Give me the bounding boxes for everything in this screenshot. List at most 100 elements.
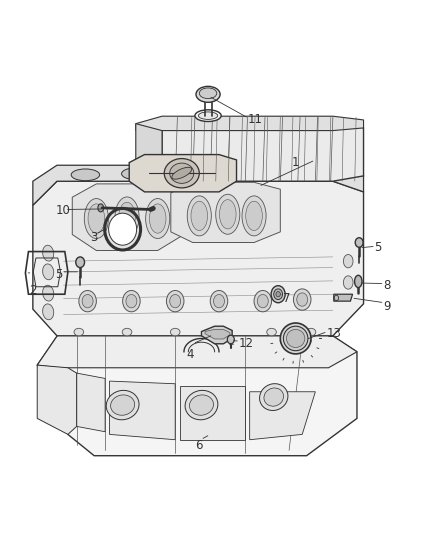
Polygon shape	[334, 294, 353, 301]
Text: 9: 9	[383, 300, 391, 313]
Ellipse shape	[274, 289, 283, 300]
Ellipse shape	[191, 201, 208, 231]
Ellipse shape	[227, 168, 255, 180]
Ellipse shape	[198, 112, 218, 119]
Polygon shape	[110, 381, 175, 440]
Polygon shape	[33, 181, 364, 336]
Polygon shape	[129, 155, 237, 192]
Ellipse shape	[219, 199, 236, 229]
Polygon shape	[136, 124, 162, 176]
Text: 4: 4	[187, 348, 194, 361]
Ellipse shape	[106, 390, 139, 420]
Ellipse shape	[172, 167, 192, 179]
Ellipse shape	[276, 292, 280, 297]
Ellipse shape	[267, 328, 276, 336]
Ellipse shape	[280, 335, 311, 347]
Ellipse shape	[286, 329, 305, 348]
Polygon shape	[162, 163, 188, 181]
Ellipse shape	[126, 294, 137, 308]
Polygon shape	[162, 117, 364, 181]
Ellipse shape	[354, 275, 362, 288]
Text: 6: 6	[195, 439, 203, 451]
Ellipse shape	[109, 213, 137, 245]
Text: 3: 3	[91, 231, 98, 244]
Ellipse shape	[293, 289, 311, 310]
Ellipse shape	[74, 328, 84, 336]
Polygon shape	[171, 182, 280, 243]
Ellipse shape	[280, 323, 311, 354]
Ellipse shape	[355, 238, 363, 247]
Text: 12: 12	[239, 337, 254, 350]
Ellipse shape	[42, 304, 54, 320]
Text: 7: 7	[283, 292, 290, 305]
Ellipse shape	[264, 388, 283, 406]
Ellipse shape	[123, 290, 140, 312]
Ellipse shape	[76, 257, 85, 268]
Text: 5: 5	[56, 268, 63, 281]
Ellipse shape	[272, 169, 301, 181]
Ellipse shape	[306, 328, 316, 336]
Polygon shape	[37, 365, 77, 434]
Ellipse shape	[119, 203, 135, 232]
Ellipse shape	[283, 326, 308, 351]
Ellipse shape	[260, 384, 288, 410]
Ellipse shape	[242, 196, 266, 236]
Ellipse shape	[115, 197, 139, 237]
Ellipse shape	[145, 199, 170, 239]
Ellipse shape	[121, 168, 150, 180]
Ellipse shape	[190, 395, 213, 415]
Ellipse shape	[199, 88, 217, 99]
Ellipse shape	[216, 195, 240, 235]
Text: 10: 10	[56, 204, 71, 217]
Ellipse shape	[42, 285, 54, 301]
Ellipse shape	[343, 276, 353, 289]
Polygon shape	[33, 165, 364, 205]
Polygon shape	[205, 329, 230, 339]
Ellipse shape	[98, 204, 103, 212]
Ellipse shape	[174, 168, 203, 180]
Polygon shape	[37, 333, 357, 456]
Ellipse shape	[297, 293, 307, 306]
Polygon shape	[37, 333, 357, 368]
Ellipse shape	[254, 290, 272, 312]
Ellipse shape	[88, 204, 105, 233]
Polygon shape	[136, 116, 364, 131]
Ellipse shape	[214, 294, 224, 308]
Ellipse shape	[82, 294, 93, 308]
Ellipse shape	[170, 294, 180, 308]
Polygon shape	[72, 184, 184, 251]
Ellipse shape	[257, 294, 268, 308]
Ellipse shape	[196, 86, 220, 102]
Text: 1: 1	[291, 156, 299, 169]
Ellipse shape	[271, 286, 285, 303]
Ellipse shape	[210, 290, 228, 312]
Ellipse shape	[246, 201, 262, 231]
Text: 8: 8	[383, 279, 391, 292]
Ellipse shape	[79, 290, 96, 312]
Ellipse shape	[84, 199, 109, 239]
Ellipse shape	[195, 110, 221, 122]
Text: 11: 11	[247, 114, 262, 126]
Polygon shape	[250, 392, 315, 440]
Ellipse shape	[71, 169, 99, 181]
Ellipse shape	[42, 264, 54, 280]
Ellipse shape	[111, 395, 134, 415]
Ellipse shape	[166, 290, 184, 312]
Ellipse shape	[149, 204, 166, 233]
Ellipse shape	[122, 328, 132, 336]
Text: 2: 2	[29, 284, 37, 297]
Ellipse shape	[164, 158, 199, 188]
Polygon shape	[77, 373, 105, 432]
Text: 13: 13	[326, 327, 341, 340]
Ellipse shape	[187, 196, 211, 236]
Ellipse shape	[42, 245, 54, 261]
Text: 5: 5	[374, 241, 382, 254]
Ellipse shape	[343, 255, 353, 268]
Polygon shape	[201, 326, 232, 344]
Ellipse shape	[227, 335, 234, 344]
Ellipse shape	[219, 328, 228, 336]
Ellipse shape	[170, 328, 180, 336]
Polygon shape	[180, 386, 245, 440]
Ellipse shape	[170, 163, 194, 183]
Ellipse shape	[185, 390, 218, 420]
